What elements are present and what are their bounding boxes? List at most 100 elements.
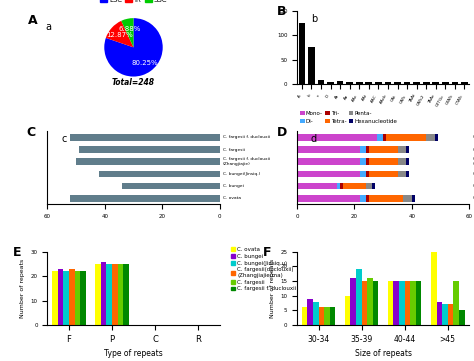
Bar	[406, 171, 409, 177]
Text: C. fargesii f. duclouxii
(Zhangjiajie): C. fargesii f. duclouxii (Zhangjiajie)	[223, 157, 270, 166]
Bar	[377, 134, 383, 141]
Text: B: B	[276, 5, 286, 18]
Bar	[297, 146, 360, 153]
Bar	[308, 299, 313, 325]
Bar	[70, 195, 219, 202]
Text: C. fargesii: C. fargesii	[223, 148, 245, 152]
Bar	[362, 281, 367, 325]
Bar	[366, 183, 372, 190]
Bar	[435, 134, 438, 141]
Text: d: d	[311, 134, 317, 144]
Bar	[405, 281, 410, 325]
Bar	[459, 310, 465, 325]
Text: C. ovata: C. ovata	[223, 196, 241, 200]
Bar	[461, 82, 468, 84]
Bar	[416, 281, 421, 325]
Bar	[360, 195, 366, 202]
Bar	[369, 171, 398, 177]
Bar	[343, 183, 366, 190]
Bar	[337, 81, 344, 84]
Bar	[346, 82, 353, 84]
Bar	[297, 134, 377, 141]
Bar	[366, 171, 369, 177]
Bar	[356, 269, 362, 325]
Bar	[52, 271, 58, 325]
Bar	[337, 183, 340, 190]
Bar	[70, 134, 219, 141]
Bar	[423, 82, 429, 84]
Bar	[432, 82, 439, 84]
Bar	[99, 171, 219, 177]
Bar	[399, 281, 405, 325]
Bar	[452, 82, 458, 84]
Bar	[406, 158, 409, 165]
Text: C. fargesii f. duclouxii: C. fargesii f. duclouxii	[473, 135, 474, 139]
Bar	[297, 195, 360, 202]
Bar	[360, 171, 366, 177]
Bar	[123, 264, 129, 325]
Bar	[431, 252, 437, 325]
Bar	[369, 195, 403, 202]
Bar	[330, 307, 336, 325]
Bar	[386, 134, 426, 141]
Text: C: C	[27, 126, 36, 139]
Bar	[360, 158, 366, 165]
Bar	[79, 146, 219, 153]
Bar	[319, 307, 324, 325]
Text: C. bungei(Jinsiq.): C. bungei(Jinsiq.)	[473, 172, 474, 176]
Bar	[299, 22, 305, 84]
Bar	[360, 146, 366, 153]
Bar	[366, 146, 369, 153]
Bar	[297, 171, 360, 177]
Bar	[367, 278, 373, 325]
Bar	[76, 158, 219, 165]
Bar	[398, 158, 406, 165]
Bar	[350, 278, 356, 325]
Legend: Mono-, Di-, Tri-, Tetra-, Penta-, Hexanucleotide: Mono-, Di-, Tri-, Tetra-, Penta-, Hexanu…	[298, 109, 399, 126]
Text: a: a	[46, 22, 52, 32]
Bar	[297, 183, 337, 190]
Text: D: D	[276, 126, 287, 139]
Bar	[80, 271, 86, 325]
Text: C. ovata: C. ovata	[473, 196, 474, 200]
Text: A: A	[27, 14, 37, 27]
Bar	[308, 47, 315, 84]
Bar	[318, 80, 324, 84]
Bar	[406, 146, 409, 153]
Bar	[324, 307, 330, 325]
Bar	[384, 82, 392, 84]
Text: c: c	[61, 134, 66, 144]
Bar	[366, 158, 369, 165]
Bar	[375, 82, 382, 84]
Legend: LSC, IR, SSC: LSC, IR, SSC	[97, 0, 170, 5]
Text: 12.87%: 12.87%	[106, 32, 133, 38]
Text: C. fargesii f. duclouxii
(Zhangjiajie): C. fargesii f. duclouxii (Zhangjiajie)	[473, 157, 474, 166]
Text: C. fargesii f. duclouxii: C. fargesii f. duclouxii	[223, 135, 270, 139]
Text: C. bungei: C. bungei	[473, 184, 474, 188]
Text: C. fargesii: C. fargesii	[473, 148, 474, 152]
Bar	[403, 195, 412, 202]
Text: C. bungei(Jinsiq.): C. bungei(Jinsiq.)	[223, 172, 260, 176]
Bar	[410, 281, 416, 325]
Bar	[413, 82, 420, 84]
Legend: C. ovata, C. bungei, C. bungei(Jinsiq.u), C. fargesii(duclouxii)
(Zhangjiajie/ma: C. ovata, C. bungei, C. bungei(Jinsiq.u)…	[231, 247, 296, 291]
Bar	[58, 269, 64, 325]
Bar	[372, 183, 374, 190]
Bar	[388, 281, 393, 325]
Wedge shape	[106, 21, 134, 47]
Bar	[297, 158, 360, 165]
Bar	[327, 82, 334, 84]
X-axis label: Type of repeats: Type of repeats	[104, 349, 163, 358]
Bar	[74, 271, 80, 325]
Bar	[369, 158, 398, 165]
Bar	[64, 271, 69, 325]
Bar	[453, 281, 459, 325]
Bar	[95, 264, 101, 325]
Bar	[448, 304, 453, 325]
Text: F: F	[263, 246, 271, 259]
Bar	[365, 82, 372, 84]
Bar	[373, 281, 378, 325]
Bar	[356, 82, 363, 84]
Bar	[302, 307, 308, 325]
Bar	[345, 296, 350, 325]
